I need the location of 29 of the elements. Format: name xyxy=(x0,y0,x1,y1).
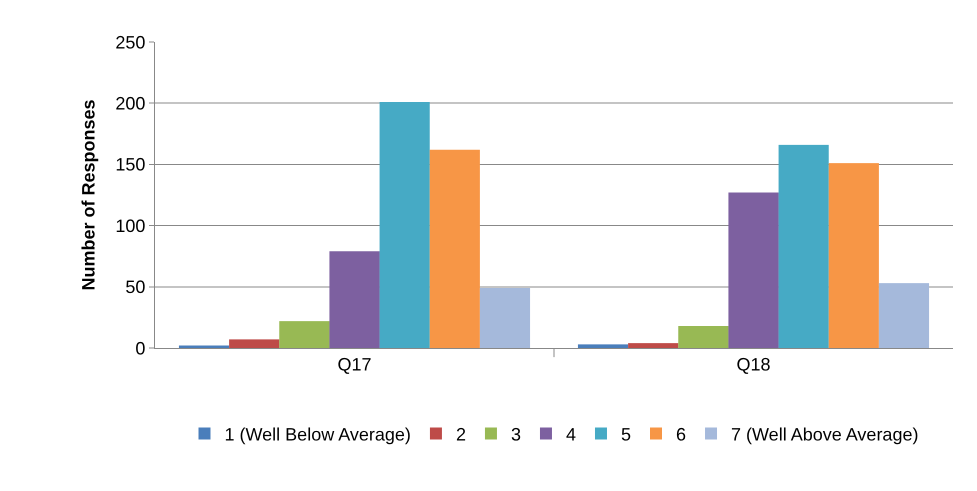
y-axis-title: Number of Responses xyxy=(78,99,99,291)
y-tick-label: 100 xyxy=(115,216,146,236)
legend-label: 5 xyxy=(620,424,631,445)
legend-label: 4 xyxy=(566,424,576,445)
bar xyxy=(778,144,829,348)
bar xyxy=(728,192,779,348)
bar xyxy=(578,344,628,348)
legend-label: 3 xyxy=(510,424,521,445)
y-tick-label: 250 xyxy=(115,32,146,52)
y-tick-label: 150 xyxy=(115,154,146,175)
legend-label: 1 (Well Below Average) xyxy=(224,424,411,445)
bar xyxy=(229,339,280,348)
bar xyxy=(678,326,728,348)
x-tick-label: Q17 xyxy=(337,354,372,375)
bar xyxy=(430,150,480,348)
x-tick-label: Q18 xyxy=(736,354,771,375)
bar xyxy=(628,343,678,348)
bar xyxy=(878,283,930,348)
bar xyxy=(329,251,380,348)
bar xyxy=(480,288,530,348)
legend-label: 6 xyxy=(676,424,686,445)
bar xyxy=(279,321,330,348)
legend-label: 7 (Well Above Average) xyxy=(731,424,918,445)
bar xyxy=(380,102,430,348)
y-tick-label: 200 xyxy=(115,94,146,114)
legend-label: 2 xyxy=(456,424,466,445)
y-tick-label: 0 xyxy=(135,338,146,358)
y-tick-label: 50 xyxy=(125,277,146,298)
bar xyxy=(828,163,879,348)
